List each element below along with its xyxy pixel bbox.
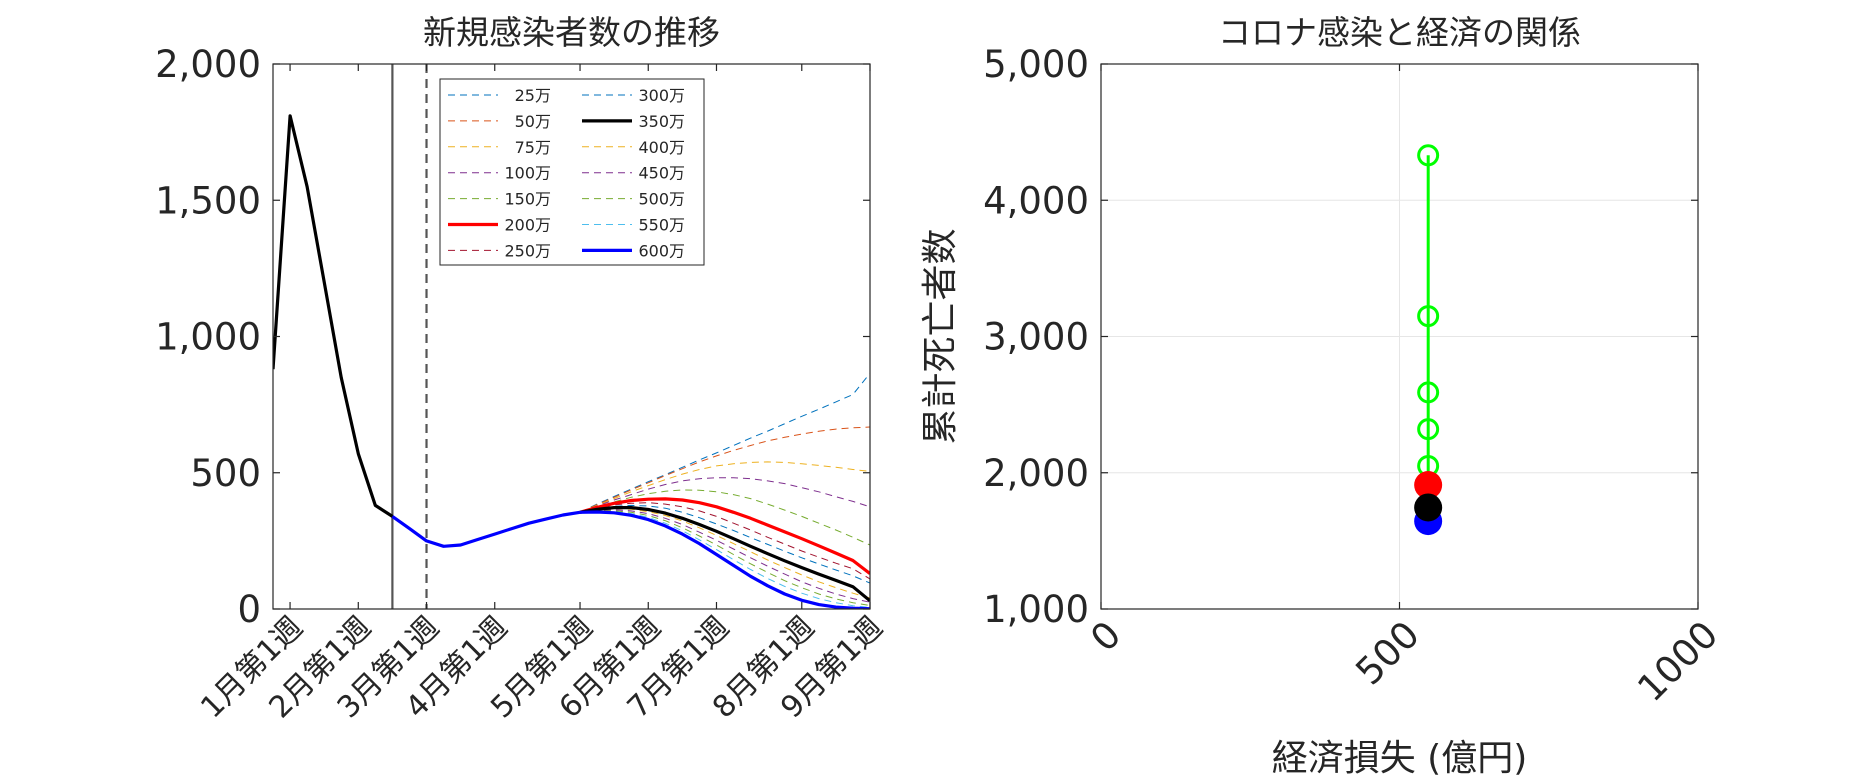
infections-legend-box	[439, 78, 705, 266]
legend-label-2: 50万	[515, 112, 551, 131]
infections-y-tick-label: 0	[237, 588, 261, 631]
economy-filled-marker-1	[1414, 471, 1443, 500]
economy-chart-title: コロナ感染と経済の関係	[1218, 13, 1581, 52]
scenario-line-4	[579, 477, 870, 513]
economy-hollow-marker-2	[1417, 305, 1440, 328]
legend-label-3: 75万	[515, 138, 551, 157]
legend-label-13: 550万	[638, 216, 685, 235]
legend-label-4: 100万	[504, 164, 551, 183]
legend-label-11: 450万	[638, 164, 685, 183]
legend-label-8: 300万	[638, 86, 685, 105]
scenario-line-1	[579, 372, 870, 513]
infections-plot-area	[272, 63, 871, 610]
scenario-line-7	[579, 502, 870, 580]
legend-label-12: 500万	[638, 190, 685, 209]
economy-y-tick-label: 2,000	[983, 452, 1089, 495]
legend-label-5: 150万	[504, 190, 551, 209]
legend-label-10: 400万	[638, 138, 685, 157]
legend-label-7: 250万	[504, 241, 551, 260]
common-trajectory-line	[391, 510, 581, 548]
economy-hollow-marker-1	[1417, 144, 1440, 167]
economy-y-tick-label: 1,000	[983, 588, 1089, 631]
scenario-line-14	[579, 510, 870, 609]
economy-hollow-marker-4	[1417, 418, 1440, 441]
infections-y-tick-label: 1,500	[155, 179, 261, 222]
economy-y-axis: 1,000 2,000 3,000 4,000 5,000	[983, 43, 1698, 631]
legend-label-9: 350万	[638, 112, 685, 131]
scenario-line-9	[579, 506, 870, 603]
scenario-line-3	[579, 461, 870, 513]
economy-hollow-marker-3	[1417, 381, 1440, 404]
infections-y-tick-label: 2,000	[155, 43, 261, 86]
scenario-line-2	[579, 426, 870, 513]
legend-label-6: 200万	[504, 216, 551, 235]
economy-x-axis-label: 経済損失 (億円)	[1272, 738, 1528, 779]
history-line	[273, 114, 394, 518]
legend-label-14: 600万	[638, 241, 685, 260]
economy-y-tick-label: 4,000	[983, 179, 1089, 222]
scenario-line-5	[579, 489, 870, 546]
scenario-line-12	[579, 510, 870, 606]
scenario-line-8	[579, 504, 870, 584]
scenario-line-6	[579, 497, 870, 575]
infections-chart-title: 新規感染者数の推移	[423, 13, 720, 52]
economy-y-tick-label: 5,000	[983, 43, 1089, 86]
scenario-line-11	[579, 509, 870, 603]
economy-filled-marker-3	[1414, 493, 1443, 522]
infections-y-tick-label: 500	[190, 452, 261, 495]
infections-y-tick-label: 1,000	[155, 316, 261, 359]
economy-y-axis-label: 累計死亡者数	[920, 228, 961, 444]
legend-label-1: 25万	[515, 86, 551, 105]
economy-plot-area	[1100, 63, 1699, 610]
infections-legend: 25万 50万 75万 100万 150万 200万 250万 300万 350万 400万 450…	[439, 78, 705, 266]
economy-y-tick-label: 3,000	[983, 316, 1089, 359]
infections-y-axis: 0 500 1,000 1,500 2,000	[155, 43, 870, 631]
infections-lines	[273, 64, 870, 609]
